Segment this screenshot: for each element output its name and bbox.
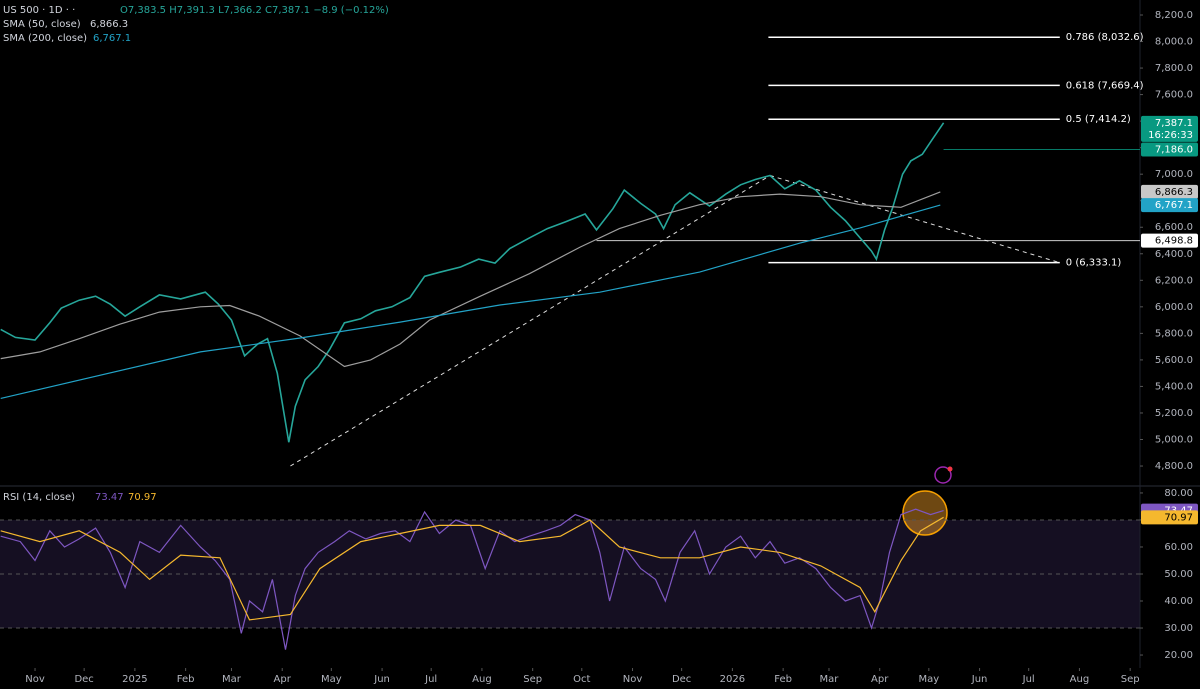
y-tick-label: 40.00	[1164, 596, 1193, 607]
sma50-legend[interactable]: SMA (50, close)	[3, 19, 81, 30]
y-tick-label: 8,000.0	[1155, 37, 1193, 48]
y-tick-label: 5,800.0	[1155, 328, 1193, 339]
sma200-value: 6,767.1	[93, 33, 131, 44]
sma50-value: 6,866.3	[90, 19, 128, 30]
price-badge	[1141, 115, 1198, 142]
y-tick-label: 6,200.0	[1155, 275, 1193, 286]
series-line	[0, 122, 945, 443]
x-tick-label: Jun	[373, 674, 390, 685]
x-tick-label: 2026	[720, 674, 745, 685]
price-badge	[1141, 142, 1198, 157]
rsi-value: 73.47	[95, 492, 124, 503]
x-tick-label: Apr	[871, 674, 889, 685]
x-tick-label: Jul	[1022, 674, 1035, 685]
x-tick-label: Oct	[573, 674, 590, 685]
price-badge-label: 6,498.8	[1155, 236, 1193, 247]
y-tick-label: 8,200.0	[1155, 10, 1193, 21]
y-tick-label: 5,400.0	[1155, 381, 1193, 392]
y-tick-label: 7,800.0	[1155, 63, 1193, 74]
price-badge	[1141, 233, 1198, 248]
price-badge	[1141, 510, 1198, 525]
x-tick-label: 2025	[122, 674, 147, 685]
price-badge-label: 6,767.1	[1155, 200, 1193, 211]
ohlc-label: O7,383.5 H7,391.3 L7,366.2 C7,387.1 −8.9…	[120, 5, 389, 16]
price-badge	[1141, 184, 1198, 199]
x-tick-label: May	[321, 674, 342, 685]
x-tick-label: Sep	[1121, 674, 1140, 685]
x-tick-label: Dec	[74, 674, 93, 685]
x-tick-label: Feb	[774, 674, 792, 685]
y-tick-label: 20.00	[1164, 650, 1193, 661]
trendline	[290, 175, 771, 467]
alert-dot	[947, 466, 953, 472]
x-tick-label: Mar	[820, 674, 840, 685]
series-line	[0, 204, 941, 399]
y-tick-label: 6,600.0	[1155, 222, 1193, 233]
series-line	[0, 508, 944, 650]
y-tick-label: 5,000.0	[1155, 434, 1193, 445]
x-tick-label: Jul	[424, 674, 437, 685]
y-tick-label: 5,200.0	[1155, 408, 1193, 419]
y-tick-label: 7,000.0	[1155, 169, 1193, 180]
symbol-label[interactable]: US 500 · 1D · ·	[3, 5, 75, 16]
y-tick-label: 30.00	[1164, 623, 1193, 634]
alert-icon[interactable]	[934, 466, 952, 484]
sma200-legend[interactable]: SMA (200, close)	[3, 33, 87, 44]
trendline	[769, 175, 1060, 264]
y-tick-label: 5,600.0	[1155, 355, 1193, 366]
x-tick-label: May	[918, 674, 939, 685]
x-tick-label: Aug	[1070, 674, 1090, 685]
price-badge-label: 70.97	[1164, 512, 1193, 523]
price-badge	[1141, 198, 1198, 213]
fib-label: 0.618 (7,669.4)	[1066, 80, 1144, 91]
series-line	[0, 191, 941, 368]
x-tick-label: Jun	[971, 674, 988, 685]
y-tick-label: 7,600.0	[1155, 90, 1193, 101]
x-tick-label: Nov	[623, 674, 643, 685]
countdown-label: 16:26:33	[1148, 130, 1193, 141]
price-badge-label: 7,186.0	[1155, 145, 1193, 156]
x-tick-label: Sep	[523, 674, 542, 685]
fib-label: 0.786 (8,032.6)	[1066, 32, 1144, 43]
x-tick-label: Apr	[274, 674, 292, 685]
rsi-ma-value: 70.97	[128, 492, 157, 503]
x-tick-label: Dec	[672, 674, 691, 685]
x-tick-label: Aug	[472, 674, 492, 685]
y-tick-label: 80.00	[1164, 488, 1193, 499]
fib-label: 0 (6,333.1)	[1066, 258, 1122, 269]
price-badge-label: 7,387.1	[1155, 118, 1193, 129]
price-badge-label: 6,866.3	[1155, 187, 1193, 198]
y-tick-label: 50.00	[1164, 569, 1193, 580]
rsi-legend[interactable]: RSI (14, close)	[3, 492, 75, 503]
y-tick-label: 60.00	[1164, 542, 1193, 553]
x-tick-label: Feb	[177, 674, 195, 685]
y-tick-label: 4,800.0	[1155, 461, 1193, 472]
series-line	[0, 516, 944, 621]
y-tick-label: 6,000.0	[1155, 302, 1193, 313]
x-tick-label: Mar	[222, 674, 242, 685]
fib-label: 0.5 (7,414.2)	[1066, 114, 1131, 125]
y-tick-label: 6,400.0	[1155, 249, 1193, 260]
x-tick-label: Nov	[25, 674, 45, 685]
